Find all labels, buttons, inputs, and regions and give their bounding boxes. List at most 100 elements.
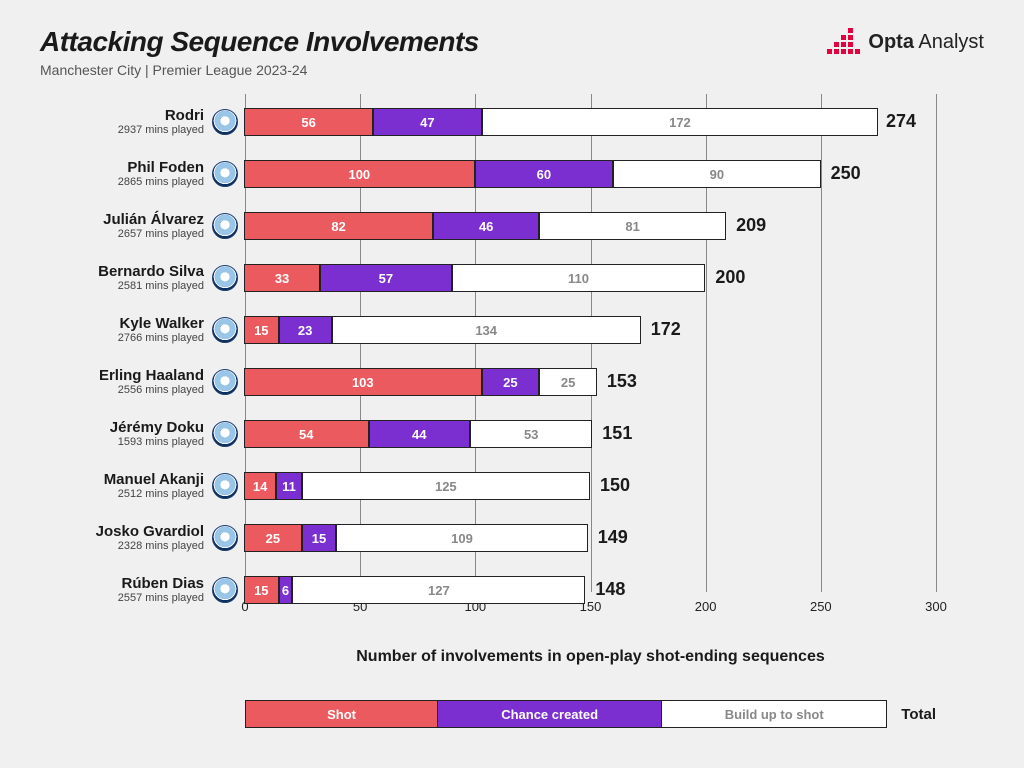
player-name: Bernardo Silva	[40, 264, 204, 281]
total-label: 250	[831, 163, 861, 184]
player-name: Rúben Dias	[40, 576, 204, 593]
chart-area: 050100150200250300 Rodri2937 mins played…	[40, 100, 984, 620]
bar-track: 1032525153	[244, 368, 936, 396]
club-crest-icon	[212, 369, 238, 395]
chart-title: Attacking Sequence Involvements	[40, 26, 479, 58]
player-row: Kyle Walker2766 mins played1523134172	[40, 312, 936, 348]
total-label: 150	[600, 475, 630, 496]
bar-segment-chance: 60	[475, 160, 613, 188]
player-mins: 2766 mins played	[40, 332, 204, 344]
player-row: Jérémy Doku1593 mins played 544453 151	[40, 416, 936, 452]
player-mins: 2328 mins played	[40, 540, 204, 552]
bar-segment-shot: 54	[244, 420, 369, 448]
bar-segment-chance: 44	[369, 420, 470, 448]
player-mins: 2557 mins played	[40, 592, 204, 604]
player-label: Manuel Akanji2512 mins played	[40, 472, 210, 501]
legend-bar: Shot Chance created Build up to shot	[245, 700, 887, 728]
bar-segment-shot: 56	[244, 108, 373, 136]
bar-segment-shot: 15	[244, 576, 279, 604]
bar-segment-shot: 82	[244, 212, 433, 240]
club-crest-icon	[212, 421, 238, 447]
bar-segment-build: 125	[302, 472, 590, 500]
club-crest-icon	[212, 109, 238, 135]
player-row: Julián Álvarez2657 mins played 824681209	[40, 208, 936, 244]
club-crest-icon	[212, 473, 238, 499]
player-label: Josko Gvardiol2328 mins played	[40, 524, 210, 553]
player-row: Josko Gvardiol2328 mins played 2515109149	[40, 520, 936, 556]
bar-track: 3357110 200	[244, 264, 936, 292]
bar-segment-shot: 25	[244, 524, 302, 552]
player-name: Josko Gvardiol	[40, 524, 204, 541]
x-axis-title: Number of involvements in open-play shot…	[245, 648, 936, 666]
bar-segment-chance: 11	[276, 472, 301, 500]
player-label: Kyle Walker2766 mins played	[40, 316, 210, 345]
player-mins: 2657 mins played	[40, 228, 204, 240]
header: Attacking Sequence Involvements Manchest…	[0, 0, 1024, 84]
total-label: 153	[607, 371, 637, 392]
bar-segment-shot: 100	[244, 160, 475, 188]
title-block: Attacking Sequence Involvements Manchest…	[40, 26, 479, 78]
player-label: Erling Haaland2556 mins played	[40, 368, 210, 397]
player-name: Rodri	[40, 108, 204, 125]
player-name: Jérémy Doku	[40, 420, 204, 437]
gridline	[936, 94, 937, 592]
bar-segment-chance: 57	[320, 264, 451, 292]
player-mins: 2581 mins played	[40, 280, 204, 292]
player-mins: 2556 mins played	[40, 384, 204, 396]
bar-segment-chance: 47	[373, 108, 481, 136]
player-mins: 2865 mins played	[40, 176, 204, 188]
legend-chance: Chance created	[438, 701, 662, 727]
bar-segment-build: 110	[452, 264, 706, 292]
bar-track: 156127 148	[244, 576, 936, 604]
player-mins: 1593 mins played	[40, 436, 204, 448]
bar-track: 824681209	[244, 212, 936, 240]
bar-track: 5647172 274	[244, 108, 936, 136]
player-label: Rodri2937 mins played	[40, 108, 210, 137]
bar-segment-shot: 33	[244, 264, 320, 292]
club-crest-icon	[212, 525, 238, 551]
total-label: 148	[595, 579, 625, 600]
player-name: Kyle Walker	[40, 316, 204, 333]
bar-segment-build: 90	[613, 160, 821, 188]
player-label: Bernardo Silva2581 mins played	[40, 264, 210, 293]
player-label: Julián Álvarez2657 mins played	[40, 212, 210, 241]
player-name: Phil Foden	[40, 160, 204, 177]
player-label: Jérémy Doku1593 mins played	[40, 420, 210, 449]
club-crest-icon	[212, 577, 238, 603]
bar-track: 1006090 250	[244, 160, 936, 188]
bar-segment-build: 172	[482, 108, 879, 136]
player-row: Phil Foden2865 mins played 1006090 250	[40, 156, 936, 192]
player-mins: 2512 mins played	[40, 488, 204, 500]
bar-segment-chance: 23	[279, 316, 332, 344]
legend-total: Total	[901, 706, 936, 723]
legend-shot: Shot	[246, 701, 438, 727]
bar-track: 1411125 150	[244, 472, 936, 500]
club-crest-icon	[212, 161, 238, 187]
opta-logo-icon	[826, 28, 860, 56]
bar-track: 2515109149	[244, 524, 936, 552]
player-row: Rúben Dias2557 mins played 156127 148	[40, 572, 936, 608]
bar-track: 544453 151	[244, 420, 936, 448]
player-row: Erling Haaland2556 mins played1032525153	[40, 364, 936, 400]
bar-segment-build: 53	[470, 420, 592, 448]
bar-segment-chance: 6	[279, 576, 293, 604]
total-label: 274	[886, 111, 916, 132]
bar-segment-shot: 14	[244, 472, 276, 500]
total-label: 200	[715, 267, 745, 288]
player-row: Rodri2937 mins played 5647172 274	[40, 104, 936, 140]
opta-logo: Opta Analyst	[826, 28, 984, 56]
club-crest-icon	[212, 265, 238, 291]
total-label: 151	[602, 423, 632, 444]
bar-segment-build: 25	[539, 368, 597, 396]
bar-segment-shot: 15	[244, 316, 279, 344]
total-label: 209	[736, 215, 766, 236]
bar-segment-chance: 46	[433, 212, 539, 240]
legend-build: Build up to shot	[662, 701, 886, 727]
bar-segment-build: 127	[292, 576, 585, 604]
player-name: Julián Álvarez	[40, 212, 204, 229]
legend: Shot Chance created Build up to shot Tot…	[245, 698, 936, 730]
player-mins: 2937 mins played	[40, 124, 204, 136]
player-row: Manuel Akanji2512 mins played 1411125 150	[40, 468, 936, 504]
total-label: 149	[598, 527, 628, 548]
club-crest-icon	[212, 213, 238, 239]
